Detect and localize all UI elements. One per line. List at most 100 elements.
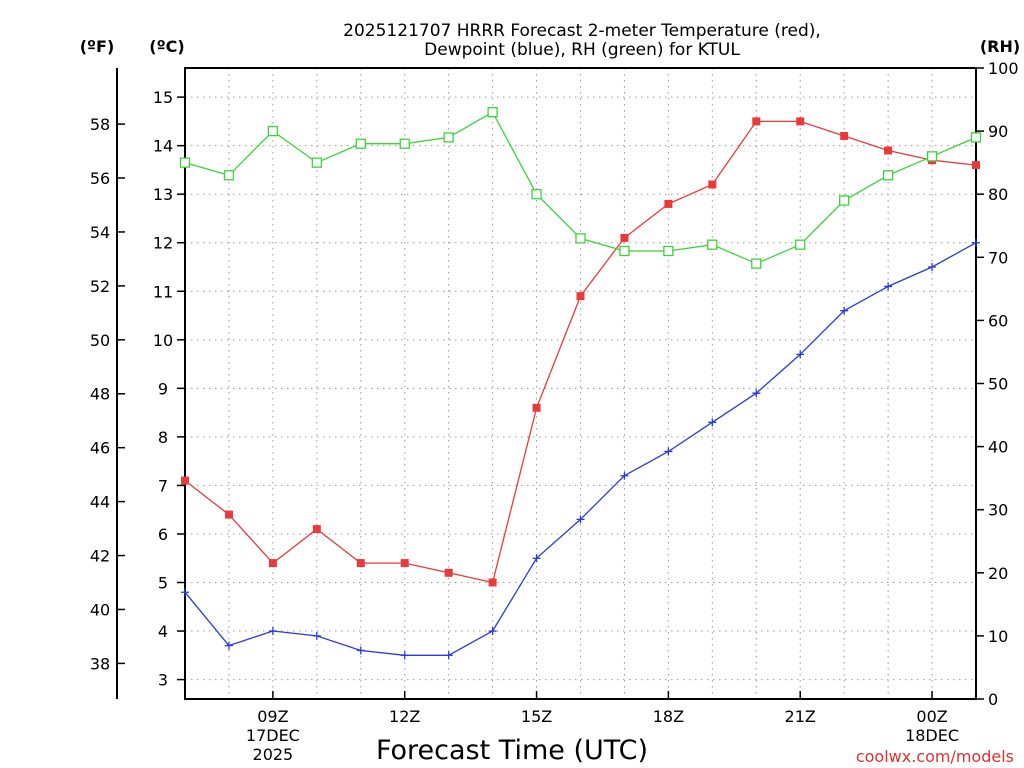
unit-fahrenheit-label: (ºF) — [80, 37, 115, 56]
fahrenheit-tick-label: 50 — [90, 331, 110, 350]
dewpoint-point — [532, 554, 541, 563]
celsius-tick-label: 9 — [158, 379, 168, 398]
x-axis-title: Forecast Time (UTC) — [376, 735, 648, 766]
rh-point — [487, 107, 498, 118]
chart-title-line2: Dewpoint (blue), RH (green) for KTUL — [424, 40, 740, 60]
fahrenheit-tick-label: 42 — [90, 547, 110, 566]
dewpoint-point — [840, 306, 849, 315]
rh-tick-label: 10 — [988, 627, 1008, 646]
fahrenheit-tick-label: 46 — [90, 439, 110, 458]
celsius-tick-label: 12 — [153, 234, 173, 253]
fahrenheit-tick-label: 40 — [90, 600, 110, 619]
rh-tick-label: 60 — [988, 311, 1008, 330]
rh-point — [619, 245, 630, 257]
x-tick-label: 18Z — [653, 707, 684, 726]
rh-point — [443, 132, 454, 143]
celsius-tick-label: 5 — [158, 574, 168, 593]
rh-point — [267, 125, 279, 137]
rh-point — [663, 245, 674, 257]
rh-point — [751, 258, 762, 269]
fahrenheit-tick-label: 44 — [90, 493, 110, 512]
dewpoint-point — [620, 471, 629, 480]
temperature-point — [488, 578, 497, 587]
celsius-tick-label: 13 — [153, 185, 173, 204]
rh-point — [531, 189, 542, 200]
x-tick-label: 12Z — [389, 707, 420, 726]
rh-tick-label: 50 — [988, 375, 1008, 394]
rh-tick-label: 40 — [988, 438, 1008, 457]
temperature-point — [312, 525, 321, 534]
temperature-point — [708, 180, 717, 189]
celsius-tick-label: 15 — [153, 88, 173, 107]
rh-point — [795, 239, 806, 250]
series-layer — [179, 107, 982, 660]
dewpoint-point — [664, 447, 673, 456]
rh-tick-label: 80 — [988, 185, 1008, 204]
rh-point — [839, 195, 850, 206]
dewpoint-line — [184, 242, 977, 656]
fahrenheit-tick-label: 58 — [90, 115, 110, 134]
x-tick-label: 21Z — [785, 707, 816, 726]
dewpoint-point — [928, 263, 937, 272]
x-tick-label: 09Z — [257, 707, 288, 726]
rh-point — [179, 157, 191, 168]
x-tick-date-label: 17DEC — [246, 726, 300, 745]
celsius-tick-label: 10 — [153, 331, 173, 350]
dewpoint-point — [488, 627, 497, 636]
plot-frame — [184, 67, 977, 700]
rh-tick-label: 30 — [988, 501, 1008, 520]
rh-tick-label: 100 — [988, 59, 1019, 78]
rh-tick-label: 90 — [988, 122, 1008, 141]
gridlines — [185, 68, 976, 699]
dewpoint-point — [356, 646, 365, 655]
rh-point — [707, 239, 718, 250]
fahrenheit-tick-label: 54 — [90, 223, 110, 242]
dewpoint-point — [576, 515, 585, 524]
celsius-tick-label: 7 — [158, 476, 168, 495]
celsius-tick-label: 4 — [158, 622, 168, 641]
temperature-point — [268, 559, 277, 568]
dewpoint-point — [224, 641, 233, 650]
x-tick-label: 15Z — [521, 707, 552, 726]
dewpoint-point — [752, 389, 761, 398]
rh-point — [575, 233, 586, 244]
x-tick-year-label: 2025 — [253, 745, 294, 764]
rh-point — [970, 132, 982, 143]
fahrenheit-tick-label: 56 — [90, 169, 110, 188]
celsius-tick-label: 8 — [158, 428, 168, 447]
celsius-tick-label: 6 — [158, 525, 168, 544]
rh-point — [882, 170, 894, 181]
credit-text: coolwx.com/models — [856, 747, 1014, 766]
x-tick-label: 00Z — [916, 707, 947, 726]
temperature-point — [576, 292, 585, 301]
dewpoint-point — [181, 588, 189, 597]
temperature-point — [752, 117, 761, 126]
temperature-point — [532, 403, 541, 412]
dewpoint-point — [444, 651, 453, 660]
rh-point — [223, 170, 235, 181]
temperature-point — [444, 568, 453, 577]
temperature-point — [620, 233, 629, 242]
x-tick-date-label: 18DEC — [905, 726, 959, 745]
celsius-tick-label: 11 — [153, 282, 173, 301]
fahrenheit-tick-label: 52 — [90, 277, 110, 296]
temperature-point — [356, 559, 365, 568]
unit-rh-label: (RH) — [980, 37, 1020, 56]
rh-point — [311, 157, 322, 168]
celsius-tick-label: 14 — [153, 137, 173, 156]
dewpoint-point — [884, 282, 893, 291]
dewpoint-point — [796, 350, 805, 359]
rh-point — [399, 138, 410, 149]
temperature-point — [664, 199, 673, 208]
dewpoint-point — [268, 627, 277, 636]
celsius-tick-label: 3 — [158, 671, 168, 690]
fahrenheit-tick-label: 48 — [90, 385, 110, 404]
rh-point — [926, 151, 938, 162]
fahrenheit-tick-label: 38 — [90, 654, 110, 673]
temperature-point — [400, 559, 409, 568]
temperature-point — [796, 117, 805, 126]
rh-tick-label: 0 — [988, 690, 998, 709]
rh-tick-label: 70 — [988, 248, 1008, 267]
